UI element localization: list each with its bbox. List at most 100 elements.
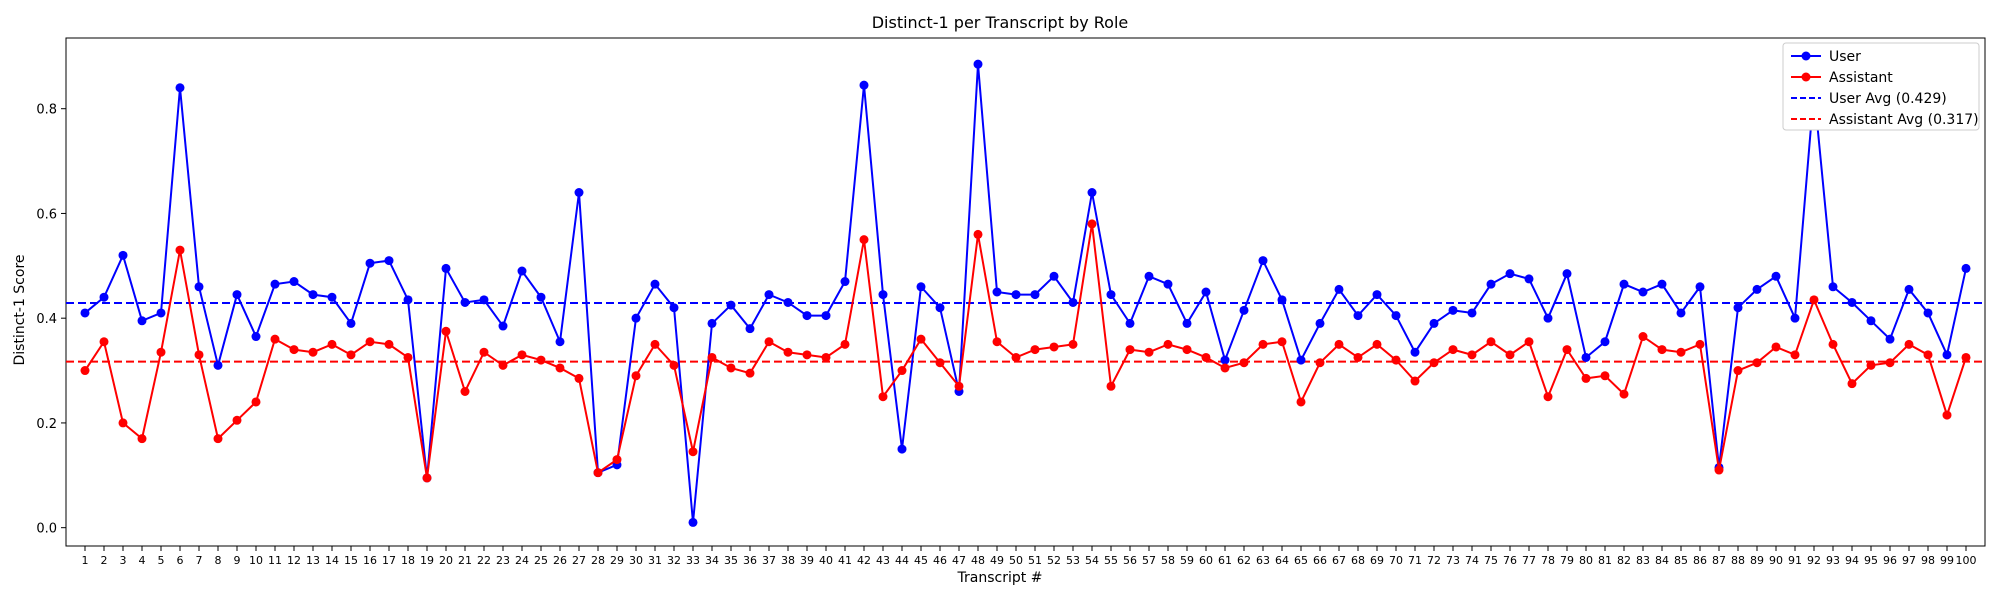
- x-tick-label: 47: [952, 554, 966, 567]
- data-point-user: [1486, 279, 1496, 289]
- x-tick-label: 38: [781, 554, 795, 567]
- x-tick-label: 88: [1731, 554, 1745, 567]
- data-point-assistant: [289, 345, 299, 355]
- x-tick-label: 85: [1674, 554, 1688, 567]
- x-tick-label: 3: [120, 554, 127, 567]
- x-tick-label: 46: [933, 554, 947, 567]
- data-point-user: [1239, 305, 1249, 315]
- data-point-user: [441, 263, 451, 273]
- x-tick-label: 90: [1769, 554, 1783, 567]
- x-tick-label: 84: [1655, 554, 1669, 567]
- data-point-assistant: [1334, 339, 1344, 349]
- x-tick-label: 26: [553, 554, 567, 567]
- x-tick-label: 98: [1921, 554, 1935, 567]
- x-tick-label: 22: [477, 554, 491, 567]
- data-point-assistant: [1182, 345, 1192, 355]
- data-point-user: [1695, 282, 1705, 292]
- x-tick-label: 41: [838, 554, 852, 567]
- data-point-assistant: [460, 387, 470, 397]
- data-point-user: [802, 311, 812, 321]
- data-point-assistant: [1068, 339, 1078, 349]
- data-point-assistant: [1486, 337, 1496, 347]
- data-point-user: [1315, 318, 1325, 328]
- x-tick-label: 91: [1788, 554, 1802, 567]
- x-tick-label: 97: [1902, 554, 1916, 567]
- data-point-user: [669, 303, 679, 313]
- data-point-assistant: [783, 347, 793, 357]
- data-point-assistant: [1049, 342, 1059, 352]
- x-tick-label: 2: [101, 554, 108, 567]
- data-point-user: [764, 290, 774, 300]
- x-tick-label: 78: [1541, 554, 1555, 567]
- data-point-user: [1505, 269, 1515, 279]
- data-point-user: [1391, 311, 1401, 321]
- data-point-user: [213, 360, 223, 370]
- data-point-assistant: [1581, 373, 1591, 383]
- data-point-assistant: [251, 397, 261, 407]
- data-point-assistant: [745, 368, 755, 378]
- data-point-assistant: [1296, 397, 1306, 407]
- x-tick-label: 1: [82, 554, 89, 567]
- data-point-user: [308, 290, 318, 300]
- x-tick-label: 75: [1484, 554, 1498, 567]
- data-point-assistant: [1543, 392, 1553, 402]
- data-point-user: [878, 290, 888, 300]
- data-point-user: [1771, 271, 1781, 281]
- x-tick-label: 55: [1104, 554, 1118, 567]
- data-point-assistant: [973, 229, 983, 239]
- x-tick-label: 25: [534, 554, 548, 567]
- x-tick-label: 14: [325, 554, 339, 567]
- data-point-user: [1448, 305, 1458, 315]
- x-tick-label: 62: [1237, 554, 1251, 567]
- data-point-user: [783, 297, 793, 307]
- data-point-user: [1619, 279, 1629, 289]
- data-point-user: [745, 324, 755, 334]
- data-point-user: [1885, 334, 1895, 344]
- x-tick-label: 45: [914, 554, 928, 567]
- x-tick-label: 81: [1598, 554, 1612, 567]
- data-point-assistant: [935, 358, 945, 368]
- series-line-user: [84, 64, 1967, 523]
- data-point-user: [194, 282, 204, 292]
- data-point-user: [1866, 316, 1876, 326]
- x-tick-label: 27: [572, 554, 586, 567]
- data-point-assistant: [1885, 358, 1895, 368]
- data-point-assistant: [1695, 339, 1705, 349]
- y-tick-label: 0.8: [36, 103, 57, 118]
- data-point-user: [1923, 308, 1933, 318]
- x-tick-label: 51: [1028, 554, 1042, 567]
- data-point-user: [365, 258, 375, 268]
- data-point-assistant: [707, 352, 717, 362]
- data-point-user: [688, 517, 698, 527]
- data-point-user: [1296, 355, 1306, 365]
- x-tick-label: 18: [401, 554, 415, 567]
- data-point-user: [1030, 290, 1040, 300]
- data-point-user: [1334, 284, 1344, 294]
- data-point-user: [840, 277, 850, 287]
- data-point-assistant: [156, 347, 166, 357]
- x-tick-label: 68: [1351, 554, 1365, 567]
- x-tick-label: 65: [1294, 554, 1308, 567]
- x-tick-label: 8: [215, 554, 222, 567]
- data-point-assistant: [80, 366, 90, 376]
- legend-swatch-marker: [1801, 51, 1811, 61]
- data-point-assistant: [650, 339, 660, 349]
- data-point-user: [1429, 318, 1439, 328]
- legend-entry-label: Assistant Avg (0.317): [1829, 112, 1979, 128]
- data-point-assistant: [1277, 337, 1287, 347]
- x-tick-label: 15: [344, 554, 358, 567]
- x-tick-label: 86: [1693, 554, 1707, 567]
- data-point-assistant: [878, 392, 888, 402]
- data-point-user: [1220, 355, 1230, 365]
- data-point-assistant: [726, 363, 736, 373]
- data-point-user: [992, 287, 1002, 297]
- data-point-assistant: [1410, 376, 1420, 386]
- data-point-user: [460, 297, 470, 307]
- data-point-user: [1562, 269, 1572, 279]
- data-point-user: [1258, 256, 1268, 266]
- data-point-assistant: [1163, 339, 1173, 349]
- legend-entry-label: User: [1829, 49, 1861, 65]
- data-point-user: [859, 80, 869, 90]
- data-point-assistant: [1030, 345, 1040, 355]
- x-tick-label: 48: [971, 554, 985, 567]
